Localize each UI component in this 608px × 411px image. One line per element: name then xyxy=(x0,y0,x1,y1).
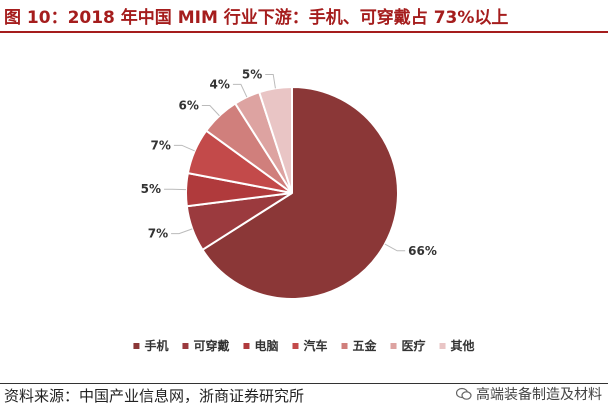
legend-label-5: 五金 xyxy=(353,338,378,353)
pie-chart: 66% 7% 5% 7% 6% 4% 5% 手机 可穿戴 电脑 汽车 五金 医疗 其他 xyxy=(133,67,475,353)
data-label-4: 7% xyxy=(150,138,170,152)
data-label-7: 5% xyxy=(242,67,262,81)
legend-label-4: 汽车 xyxy=(303,338,327,353)
data-labels: 66% 7% 5% 7% 6% 4% 5% xyxy=(141,67,437,257)
data-label-1: 66% xyxy=(408,244,437,258)
data-label-5: 6% xyxy=(178,99,198,113)
figure-title: 图 10：2018 年中国 MIM 行业下游：手机、可穿戴占 73%以上 xyxy=(4,8,509,28)
legend-swatch-2 xyxy=(182,343,189,349)
legend-label-2: 可穿戴 xyxy=(193,338,229,353)
leader-line-7 xyxy=(265,73,276,89)
legend-swatch-1 xyxy=(133,343,140,349)
source-divider xyxy=(0,383,608,384)
legend-swatch-6 xyxy=(390,343,397,349)
watermark-text: 高端装备制造及材料 xyxy=(476,387,602,403)
data-label-6: 4% xyxy=(210,77,230,91)
legend-label-6: 医疗 xyxy=(402,338,426,353)
source-note: 资料来源：中国产业信息网，浙商证券研究所 xyxy=(4,387,305,405)
data-label-2: 7% xyxy=(148,227,168,241)
data-label-3: 5% xyxy=(141,182,161,196)
label-leaders xyxy=(164,73,406,252)
legend-label-3: 电脑 xyxy=(254,338,278,353)
leader-line-4 xyxy=(173,144,195,152)
leader-line-6 xyxy=(232,83,248,98)
pie-slices xyxy=(185,85,399,300)
leader-line-5 xyxy=(201,105,220,117)
legend-swatch-7 xyxy=(439,343,446,349)
legend-swatch-5 xyxy=(341,343,348,349)
watermark: 高端装备制造及材料 xyxy=(456,384,602,404)
leader-line-2 xyxy=(171,228,193,235)
legend-label-1: 手机 xyxy=(144,338,168,353)
legend-swatch-3 xyxy=(243,343,250,349)
legend-swatch-4 xyxy=(292,343,299,349)
leader-line-1 xyxy=(384,243,406,252)
pie-slice-1 xyxy=(201,85,399,300)
wechat-icon xyxy=(456,387,472,400)
title-divider xyxy=(0,31,608,33)
legend-label-7: 其他 xyxy=(451,338,475,353)
legend: 手机 可穿戴 电脑 汽车 五金 医疗 其他 xyxy=(133,338,475,353)
